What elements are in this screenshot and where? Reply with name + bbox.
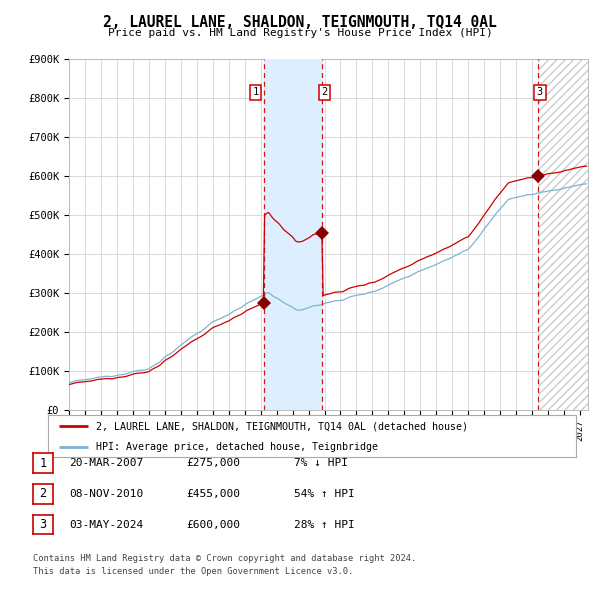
Text: 7% ↓ HPI: 7% ↓ HPI: [294, 458, 348, 468]
Text: 3: 3: [40, 518, 46, 531]
Text: 08-NOV-2010: 08-NOV-2010: [69, 489, 143, 499]
Text: 54% ↑ HPI: 54% ↑ HPI: [294, 489, 355, 499]
Text: Price paid vs. HM Land Registry's House Price Index (HPI): Price paid vs. HM Land Registry's House …: [107, 28, 493, 38]
Text: 1: 1: [252, 87, 259, 97]
Text: 2, LAUREL LANE, SHALDON, TEIGNMOUTH, TQ14 0AL: 2, LAUREL LANE, SHALDON, TEIGNMOUTH, TQ1…: [103, 15, 497, 30]
Text: £600,000: £600,000: [186, 520, 240, 529]
Text: 28% ↑ HPI: 28% ↑ HPI: [294, 520, 355, 529]
Text: 3: 3: [537, 87, 543, 97]
Text: £455,000: £455,000: [186, 489, 240, 499]
Text: £275,000: £275,000: [186, 458, 240, 468]
Text: 2: 2: [40, 487, 46, 500]
Text: 03-MAY-2024: 03-MAY-2024: [69, 520, 143, 529]
Text: 1: 1: [40, 457, 46, 470]
Text: Contains HM Land Registry data © Crown copyright and database right 2024.
This d: Contains HM Land Registry data © Crown c…: [33, 555, 416, 576]
Text: 2: 2: [322, 87, 328, 97]
Text: 2, LAUREL LANE, SHALDON, TEIGNMOUTH, TQ14 0AL (detached house): 2, LAUREL LANE, SHALDON, TEIGNMOUTH, TQ1…: [95, 421, 467, 431]
Text: HPI: Average price, detached house, Teignbridge: HPI: Average price, detached house, Teig…: [95, 442, 377, 451]
Bar: [264, 59, 322, 410]
Text: 20-MAR-2007: 20-MAR-2007: [69, 458, 143, 468]
